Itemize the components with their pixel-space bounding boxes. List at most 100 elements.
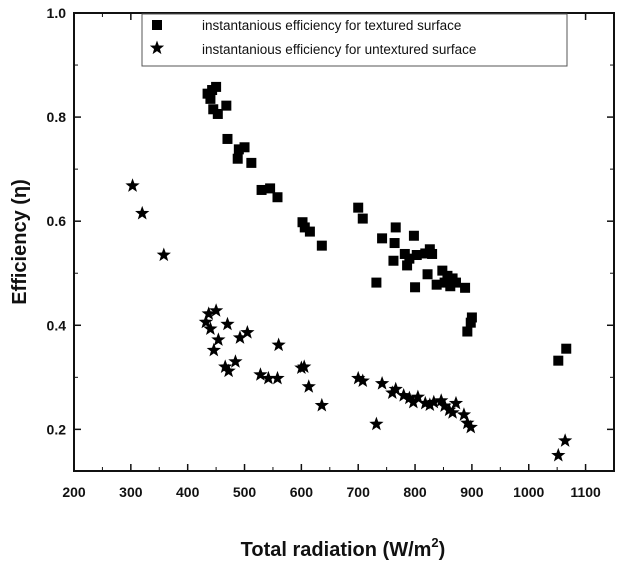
point-untextured — [232, 330, 248, 344]
y-axis-title: Efficiency (η) — [9, 179, 31, 305]
point-textured — [390, 222, 401, 233]
x-axis-title-suffix: ) — [439, 539, 446, 561]
point-untextured — [448, 395, 464, 410]
x-tick-label: 900 — [460, 484, 484, 500]
legend: instantanious efficiency for textured su… — [141, 13, 568, 67]
point-untextured — [240, 325, 255, 339]
x-tick-label: 1000 — [513, 484, 544, 500]
point-untextured — [456, 407, 472, 421]
point-untextured — [396, 388, 411, 402]
point-untextured — [422, 397, 437, 411]
point-textured — [561, 343, 572, 354]
legend-box — [141, 13, 568, 67]
point-untextured — [369, 416, 384, 431]
point-textured — [404, 253, 415, 264]
point-untextured — [460, 415, 475, 430]
point-untextured — [355, 373, 370, 388]
point-textured — [462, 326, 473, 337]
point-untextured — [426, 394, 441, 409]
point-untextured — [208, 303, 224, 317]
axes: 200 300 400 500 600 700 800 900 1000 1100 0.2 0.4 0.… — [47, 5, 615, 500]
point-textured — [316, 240, 327, 251]
plot-frame — [73, 12, 615, 472]
y-tick-label: 0.4 — [47, 317, 67, 333]
point-textured — [211, 81, 222, 92]
x-axis-title: Total radiation (W/m2) — [241, 535, 446, 561]
point-untextured — [253, 367, 268, 381]
legend-square-marker — [152, 20, 162, 30]
legend-entry-untextured: instantanious efficiency for untextured … — [149, 40, 476, 57]
point-untextured — [445, 405, 460, 419]
x-tick-label: 700 — [347, 484, 371, 500]
point-textured — [410, 282, 421, 293]
x-tick-label: 300 — [119, 484, 143, 500]
point-untextured — [301, 379, 316, 393]
point-textured — [388, 255, 399, 266]
point-untextured — [406, 394, 421, 409]
point-textured — [439, 277, 450, 288]
point-untextured — [463, 419, 478, 434]
point-textured — [389, 238, 400, 249]
point-untextured — [221, 363, 236, 378]
point-textured — [265, 183, 276, 194]
point-textured — [233, 144, 244, 155]
point-untextured — [442, 402, 457, 417]
x-tick-label: 200 — [62, 484, 86, 500]
y-tick-label: 0.2 — [47, 421, 67, 437]
point-textured — [466, 312, 477, 323]
point-untextured — [201, 306, 216, 320]
point-untextured — [410, 389, 426, 404]
point-textured — [232, 153, 243, 164]
point-untextured — [220, 316, 235, 331]
point-textured — [450, 277, 461, 288]
point-untextured — [203, 321, 218, 335]
legend-label-textured: instantanious efficiency for textured su… — [202, 18, 461, 33]
point-untextured — [297, 359, 312, 373]
point-textured — [256, 184, 267, 195]
point-textured — [553, 355, 564, 366]
point-untextured — [314, 397, 329, 412]
point-textured — [239, 142, 250, 153]
point-untextured — [351, 370, 366, 385]
point-textured — [357, 213, 368, 224]
point-untextured — [270, 370, 285, 385]
legend-label-untextured: instantanious efficiency for untextured … — [202, 42, 476, 57]
point-textured — [422, 269, 433, 280]
point-textured — [222, 133, 233, 144]
point-untextured — [437, 398, 452, 413]
point-untextured — [218, 359, 233, 373]
legend-star-marker — [149, 40, 165, 55]
data-marks — [125, 81, 573, 462]
x-axis-title-superscript: 2 — [431, 535, 438, 550]
point-untextured — [198, 314, 214, 329]
legend-entry-textured: instantanious efficiency for textured su… — [152, 18, 461, 33]
point-textured — [299, 222, 310, 233]
point-textured — [246, 157, 257, 168]
point-textured — [297, 217, 308, 228]
point-untextured — [557, 433, 573, 447]
point-untextured — [374, 376, 390, 390]
point-textured — [427, 248, 438, 259]
x-axis-title-text: Total radiation (W/m — [241, 539, 432, 561]
point-textured — [353, 202, 364, 213]
y-tick-label: 1.0 — [47, 5, 67, 21]
point-textured — [445, 281, 456, 292]
point-untextured — [551, 447, 566, 462]
point-textured — [431, 279, 442, 290]
point-untextured — [156, 247, 171, 262]
point-untextured — [211, 332, 226, 346]
point-textured — [408, 230, 419, 241]
point-textured — [221, 100, 232, 111]
point-textured — [411, 250, 422, 261]
point-untextured — [434, 393, 449, 407]
x-tick-label: 500 — [233, 484, 257, 500]
point-untextured — [402, 390, 417, 405]
point-untextured — [206, 342, 221, 357]
point-textured — [442, 270, 453, 281]
point-untextured — [261, 370, 276, 385]
point-textured — [205, 93, 216, 104]
point-textured — [460, 282, 471, 293]
x-tick-label: 400 — [176, 484, 200, 500]
point-textured — [212, 108, 223, 119]
